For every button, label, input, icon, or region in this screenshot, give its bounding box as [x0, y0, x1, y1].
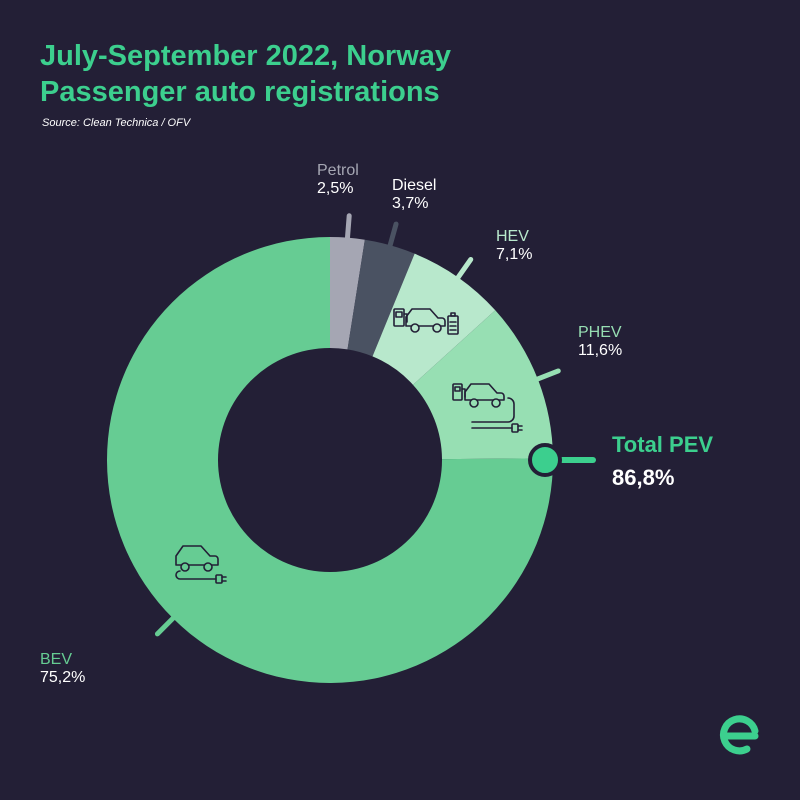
- leader-phev: [531, 368, 561, 383]
- title-line-2: Passenger auto registrations: [40, 76, 440, 108]
- total-pev-value: 86,8%: [612, 465, 674, 490]
- brand-logo-icon: [719, 715, 759, 755]
- chart-title: July-September 2022, Norway Passenger au…: [40, 38, 451, 110]
- source-note: Source: Clean Technica / OFV: [42, 117, 191, 129]
- electric-car-icon: [175, 545, 227, 584]
- leader-petrol: [344, 213, 352, 245]
- slice-bev: [107, 237, 554, 683]
- leader-hev: [453, 256, 474, 284]
- plugin-hybrid-car-icon: [452, 383, 523, 433]
- slice-petrol: [330, 237, 365, 350]
- label-petrol-name: Petrol: [317, 162, 359, 179]
- slice-hev: [372, 253, 496, 385]
- label-phev-value: 11,6%: [578, 342, 622, 359]
- title-line-1: July-September 2022, Norway: [40, 40, 452, 72]
- slice-diesel: [347, 239, 415, 357]
- label-hev-name: HEV: [496, 228, 529, 245]
- label-diesel-name: Diesel: [392, 177, 436, 194]
- label-phev-name: PHEV: [578, 324, 622, 341]
- label-diesel-value: 3,7%: [392, 195, 428, 212]
- leader-bev: [154, 612, 179, 637]
- leader-diesel: [386, 221, 399, 252]
- label-bev-name: BEV: [40, 651, 72, 668]
- leader-lines: [154, 213, 561, 637]
- label-petrol-value: 2,5%: [317, 180, 353, 197]
- total-pev-marker: [528, 443, 596, 477]
- label-hev-value: 7,1%: [496, 246, 532, 263]
- hybrid-car-icon: [393, 308, 459, 335]
- total-pev-label: Total PEV: [612, 432, 713, 457]
- label-bev-value: 75,2%: [40, 669, 85, 686]
